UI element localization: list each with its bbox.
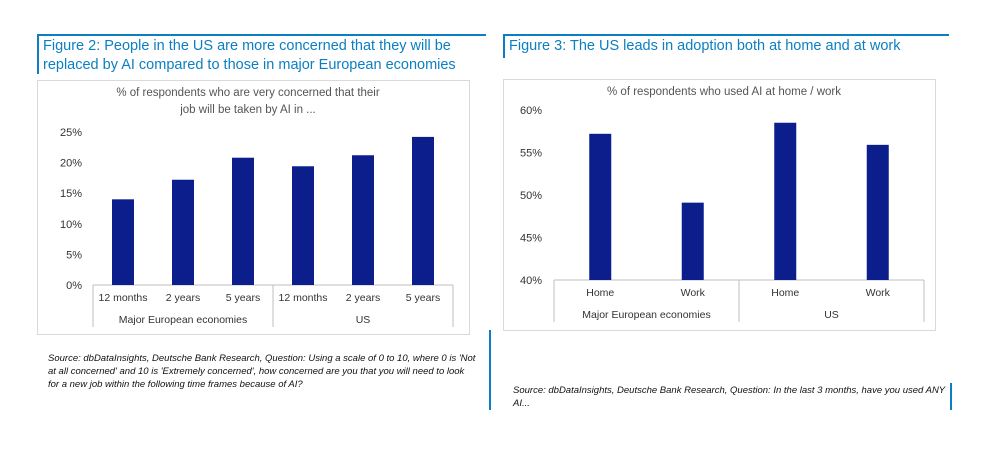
figure2-bar bbox=[412, 136, 434, 285]
figure2-top-rule bbox=[37, 34, 486, 36]
figure2-title-line1: Figure 2: People in the US are more conc… bbox=[43, 38, 451, 54]
figure3-group-label: Major European economies bbox=[582, 309, 710, 321]
figure3-y-tick-label: 50% bbox=[520, 190, 542, 202]
figure3-y-tick-label: 45% bbox=[520, 233, 542, 245]
figure3-y-tick-label: 60% bbox=[520, 105, 542, 117]
figure3-category-label: Work bbox=[866, 287, 891, 299]
figure3-chart-area: % of respondents who used AI at home / w… bbox=[503, 79, 936, 331]
figure3-y-tick-label: 40% bbox=[520, 275, 542, 287]
figure2-chart-title-line1: % of respondents who are very concerned … bbox=[116, 87, 380, 99]
figure3-bar bbox=[589, 133, 612, 280]
figure2-chart-area: % of respondents who are very concerned … bbox=[37, 80, 470, 335]
figure2-category-label: 5 years bbox=[406, 292, 440, 304]
figure2-right-accent bbox=[489, 330, 491, 410]
figure3-bar bbox=[681, 202, 704, 280]
figure3-left-accent bbox=[503, 36, 505, 58]
figure2-chart-title: % of respondents who are very concerned … bbox=[78, 85, 418, 119]
figure2-category-label: 12 months bbox=[98, 292, 147, 304]
figure2-title-line2: replaced by AI compared to those in majo… bbox=[43, 57, 456, 73]
figure2-y-tick-label: 0% bbox=[66, 280, 82, 292]
figure3-category-label: Home bbox=[771, 287, 799, 299]
figure3-y-tick-label: 55% bbox=[520, 148, 542, 160]
figure2-y-tick-label: 5% bbox=[66, 249, 82, 261]
figure2-y-tick-label: 20% bbox=[60, 158, 82, 170]
figure2-bar bbox=[292, 166, 314, 285]
figure2-bar-chart: 0% 5% 10% 15% 20% 25% 12 months 2 years 5 years 1… bbox=[60, 127, 454, 327]
figure2-title: Figure 2: People in the US are more conc… bbox=[43, 37, 483, 75]
figure2-group-label: Major European economies bbox=[119, 314, 247, 326]
figure2-y-tick-label: 10% bbox=[60, 219, 82, 231]
figure2-left-accent bbox=[37, 36, 39, 74]
figure2-y-tick-label: 15% bbox=[60, 188, 82, 200]
figure2-source: Source: dbDataInsights, Deutsche Bank Re… bbox=[48, 353, 476, 390]
figure2-category-label: 5 years bbox=[226, 292, 260, 304]
figure3-bar-chart: 40% 45% 50% 55% 60% Home Work Home Work Major Eur… bbox=[520, 105, 925, 322]
figure3-right-accent bbox=[950, 383, 952, 410]
figure2-bar bbox=[352, 155, 374, 285]
figure3-category-label: Work bbox=[681, 287, 706, 299]
figure3-bar bbox=[774, 122, 797, 280]
figure2-category-label: 2 years bbox=[346, 292, 380, 304]
figure2-group-label: US bbox=[356, 314, 371, 326]
figure3-group-label: US bbox=[824, 309, 839, 321]
figure3-top-rule bbox=[503, 34, 949, 36]
figure2-bar bbox=[232, 157, 254, 285]
figure2-y-tick-label: 25% bbox=[60, 127, 82, 139]
figure2-category-label: 12 months bbox=[278, 292, 327, 304]
figure3-bar bbox=[866, 144, 889, 280]
figure3-source: Source: dbDataInsights, Deutsche Bank Re… bbox=[513, 385, 945, 409]
figure3-title: Figure 3: The US leads in adoption both … bbox=[509, 38, 901, 54]
figure3-chart-title: % of respondents who used AI at home / w… bbox=[607, 86, 841, 98]
figure2-chart-title-line2: job will be taken by AI in ... bbox=[180, 104, 316, 116]
figure2-bar bbox=[172, 179, 194, 285]
figure2-category-label: 2 years bbox=[166, 292, 200, 304]
figure2-bar bbox=[112, 199, 134, 285]
figure3-category-label: Home bbox=[586, 287, 614, 299]
